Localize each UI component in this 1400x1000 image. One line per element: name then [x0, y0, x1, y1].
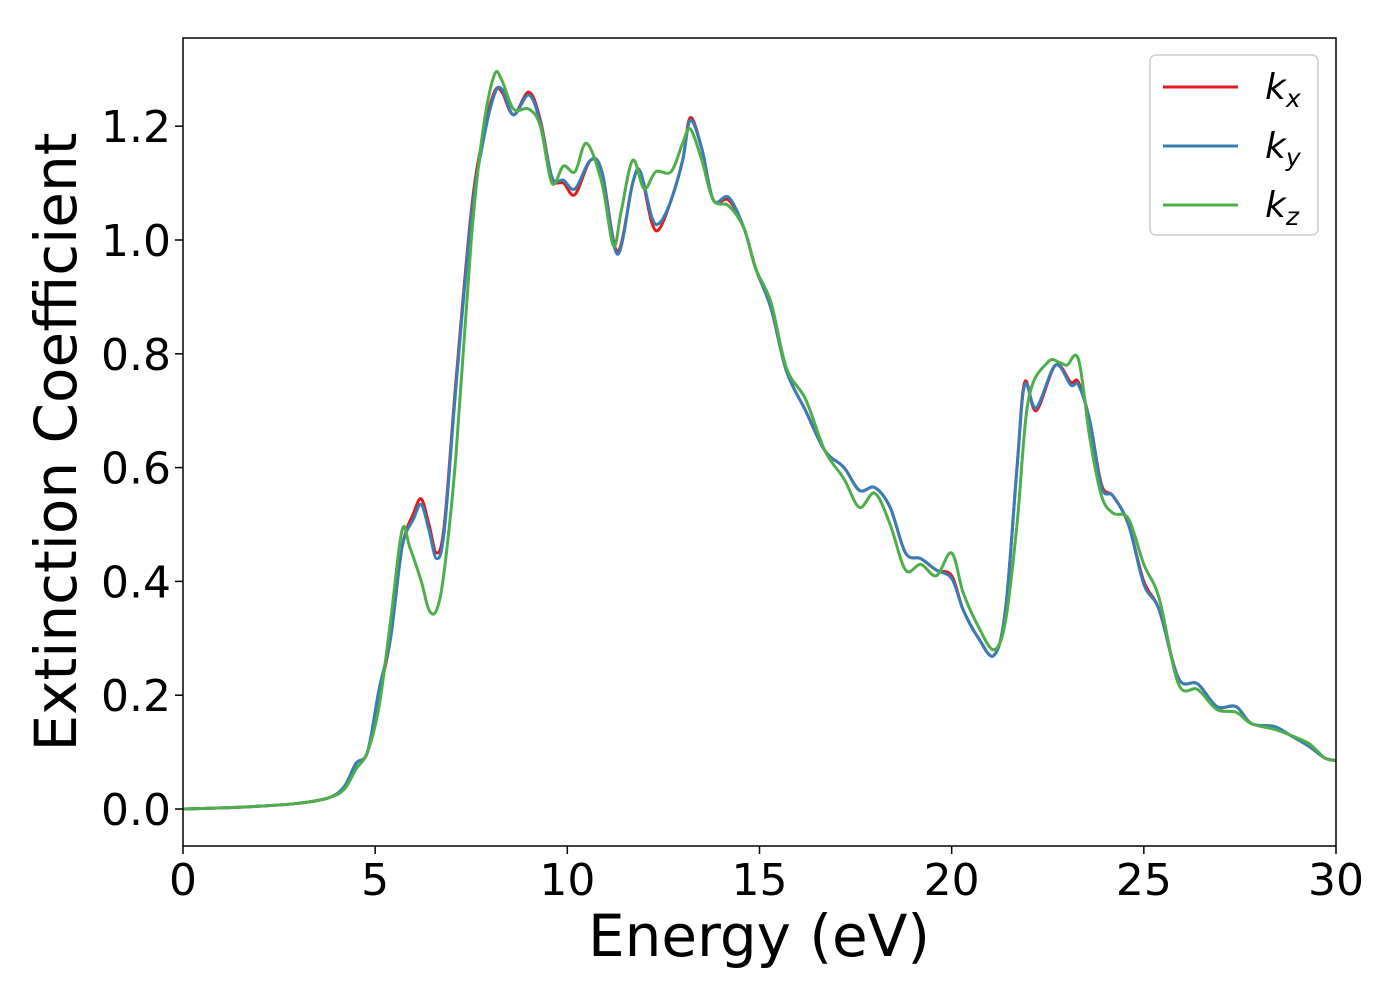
- x-axis: 0 5 10 15 20 25 30: [169, 846, 1364, 906]
- x-axis-title: Energy (eV): [588, 902, 930, 970]
- y-tick-label: 0.8: [101, 330, 171, 381]
- x-tick-label: 30: [1308, 855, 1364, 906]
- x-tick-label: 0: [169, 855, 197, 906]
- x-tick-label: 10: [539, 855, 595, 906]
- series-layer: [183, 69, 1336, 811]
- y-tick-label: 1.0: [101, 216, 171, 267]
- x-tick-label: 25: [1116, 855, 1172, 906]
- y-tick-label: 0.2: [101, 671, 171, 722]
- x-tick-label: 20: [924, 855, 980, 906]
- legend-label: kz: [1265, 185, 1300, 231]
- legend: kx ky kz: [1149, 54, 1319, 236]
- y-axis-title: Extinction Coefficient: [22, 133, 90, 752]
- y-tick-label: 0.0: [101, 785, 171, 836]
- y-tick-label: 0.4: [101, 557, 171, 608]
- series-line-k-y: [183, 85, 1336, 811]
- y-axis: 0.0 0.2 0.4 0.6 0.8 1.0 1.2: [101, 102, 183, 836]
- series-line-k-z: [183, 69, 1336, 811]
- legend-label: ky: [1265, 126, 1302, 172]
- x-tick-label: 5: [361, 855, 389, 906]
- legend-label: kx: [1265, 67, 1301, 113]
- y-tick-label: 0.6: [101, 444, 171, 495]
- y-tick-label: 1.2: [101, 102, 171, 153]
- x-tick-label: 15: [732, 855, 788, 906]
